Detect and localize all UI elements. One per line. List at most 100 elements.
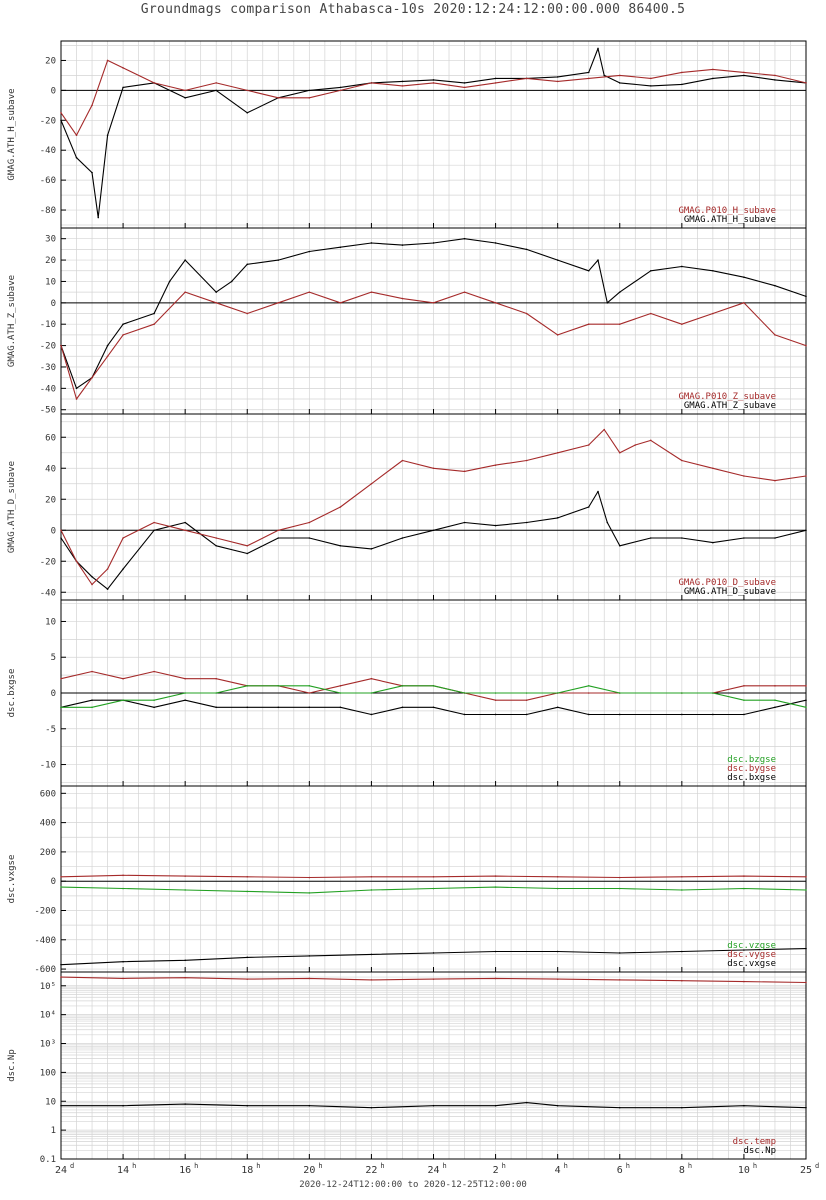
- data-point: [603, 74, 606, 77]
- data-point: [122, 887, 124, 890]
- data-point: [774, 537, 776, 539]
- data-point: [743, 713, 745, 716]
- data-point: [556, 334, 559, 336]
- data-point: [743, 537, 745, 539]
- x-tick-label: 4: [555, 1165, 561, 1176]
- data-point: [681, 265, 683, 268]
- data-point: [60, 112, 62, 114]
- y-tick-label: 0: [51, 299, 56, 309]
- data-point: [91, 706, 93, 709]
- y-axis-label: GMAG.ATH_Z_subave: [7, 275, 17, 367]
- y-tick-label: 20: [45, 256, 56, 266]
- y-tick-label: -10: [40, 761, 56, 771]
- data-point: [215, 82, 218, 84]
- data-point: [339, 692, 342, 694]
- data-point: [587, 506, 590, 508]
- data-point: [106, 588, 109, 590]
- y-tick-label: 40: [45, 464, 56, 474]
- data-point: [370, 979, 373, 981]
- data-point: [432, 79, 435, 81]
- y-tick-label: -600: [34, 965, 56, 975]
- data-point: [712, 467, 714, 470]
- data-point: [597, 259, 599, 261]
- x-tick-label-superscript: h: [132, 1162, 136, 1170]
- data-point: [75, 156, 78, 159]
- y-tick-label: 200: [40, 848, 56, 858]
- data-point: [681, 950, 683, 953]
- data-point: [681, 323, 683, 326]
- data-point: [106, 568, 109, 570]
- y-axis-label: GMAG.ATH_D_subave: [7, 461, 17, 553]
- data-point: [494, 713, 497, 716]
- data-point: [432, 706, 435, 709]
- data-point: [597, 47, 599, 50]
- data-point: [805, 82, 807, 84]
- x-tick-label-superscript: h: [753, 1162, 757, 1170]
- data-point: [556, 76, 559, 78]
- data-point: [246, 876, 249, 878]
- y-tick-label: -10: [40, 320, 56, 330]
- data-point: [432, 887, 435, 890]
- data-point: [308, 537, 311, 539]
- data-point: [60, 1104, 62, 1107]
- y-tick-label: -20: [40, 116, 56, 126]
- data-point: [805, 706, 807, 709]
- data-point: [618, 979, 621, 981]
- data-point: [60, 344, 62, 347]
- data-point: [153, 312, 155, 315]
- data-point: [75, 134, 78, 137]
- data-point: [277, 97, 280, 99]
- data-point: [184, 521, 186, 524]
- y-tick-label: -60: [40, 176, 56, 186]
- data-point: [184, 529, 186, 532]
- data-point: [246, 89, 249, 92]
- x-tick-label-superscript: h: [626, 1162, 630, 1170]
- data-point: [463, 237, 466, 240]
- y-tick-label: 10⁴: [40, 1011, 56, 1021]
- x-tick-label: 10: [738, 1165, 750, 1176]
- x-tick-label: 8: [679, 1165, 685, 1176]
- data-point: [774, 74, 776, 77]
- data-point: [308, 892, 311, 894]
- time-range-label: 2020-12-24T12:00:00 to 2020-12-25T12:00:…: [299, 1180, 527, 1190]
- data-point: [494, 875, 497, 877]
- data-point: [106, 134, 109, 137]
- y-tick-label: -40: [40, 588, 56, 598]
- data-point: [91, 699, 93, 701]
- series-line: [60, 47, 807, 219]
- data-point: [339, 544, 342, 547]
- y-tick-label: 1: [51, 1126, 56, 1136]
- data-point: [805, 889, 807, 891]
- data-point: [525, 521, 528, 524]
- y-axis-label: dsc.Np: [7, 1049, 17, 1082]
- data-point: [494, 242, 497, 244]
- y-tick-label: 100: [40, 1068, 56, 1078]
- data-point: [122, 334, 124, 336]
- data-point: [463, 291, 466, 293]
- data-point: [587, 71, 590, 74]
- data-point: [432, 1104, 435, 1107]
- data-point: [370, 692, 373, 694]
- data-point: [432, 302, 435, 304]
- data-point: [122, 568, 124, 570]
- y-tick-label: 10³: [40, 1040, 56, 1050]
- data-point: [805, 295, 807, 298]
- data-point: [184, 889, 186, 891]
- data-point: [805, 475, 807, 477]
- data-point: [215, 89, 218, 92]
- data-point: [743, 949, 745, 951]
- data-point: [587, 692, 590, 694]
- data-point: [60, 119, 62, 122]
- data-point: [339, 506, 342, 508]
- data-point: [184, 291, 186, 293]
- y-tick-label: -400: [34, 936, 56, 946]
- data-point: [246, 706, 249, 709]
- data-point: [246, 1104, 249, 1107]
- data-point: [75, 398, 78, 400]
- data-point: [743, 1104, 745, 1107]
- data-point: [339, 246, 342, 249]
- data-point: [774, 479, 776, 482]
- data-point: [339, 86, 342, 89]
- data-point: [712, 312, 714, 315]
- data-point: [618, 74, 621, 77]
